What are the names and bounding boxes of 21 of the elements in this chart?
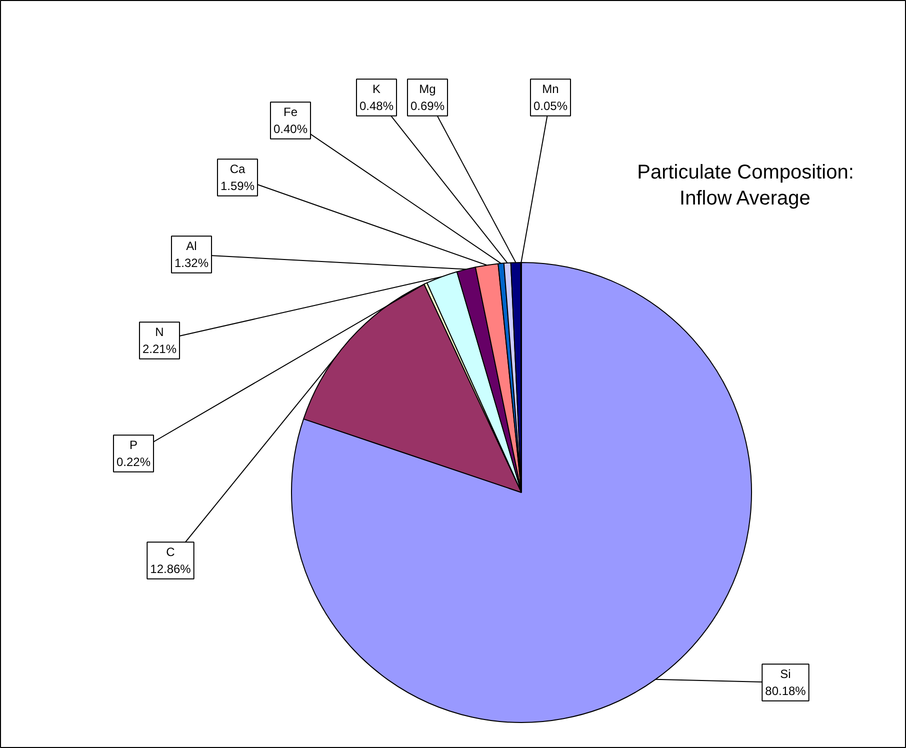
slice-label: Fe xyxy=(284,105,298,120)
slice-label: Ca xyxy=(230,162,246,176)
data-label: 0.69% xyxy=(410,98,445,113)
data-label: 80.18% xyxy=(765,684,806,698)
data-label: 0.22% xyxy=(116,454,151,469)
slice-label: Si xyxy=(780,667,791,682)
slice-label: Mg xyxy=(419,82,436,96)
text: Particulate Composition: Inflow Average xyxy=(637,161,854,210)
data-label: 0.40% xyxy=(273,122,308,136)
slice-label: C xyxy=(166,545,176,560)
data-label: 0.48% xyxy=(359,98,394,113)
data-label: 1.32% xyxy=(174,256,209,270)
data-label: 2.21% xyxy=(142,342,177,356)
data-label: 0.05% xyxy=(533,98,568,113)
slice-label: N xyxy=(155,325,164,340)
data-label: 1.59% xyxy=(220,178,255,193)
slice-label: Mn xyxy=(542,82,559,96)
slice-label: Al xyxy=(186,239,197,254)
slice-label: K xyxy=(372,82,381,96)
slice-label: P xyxy=(130,438,138,452)
data-label: 12.86% xyxy=(150,562,192,576)
